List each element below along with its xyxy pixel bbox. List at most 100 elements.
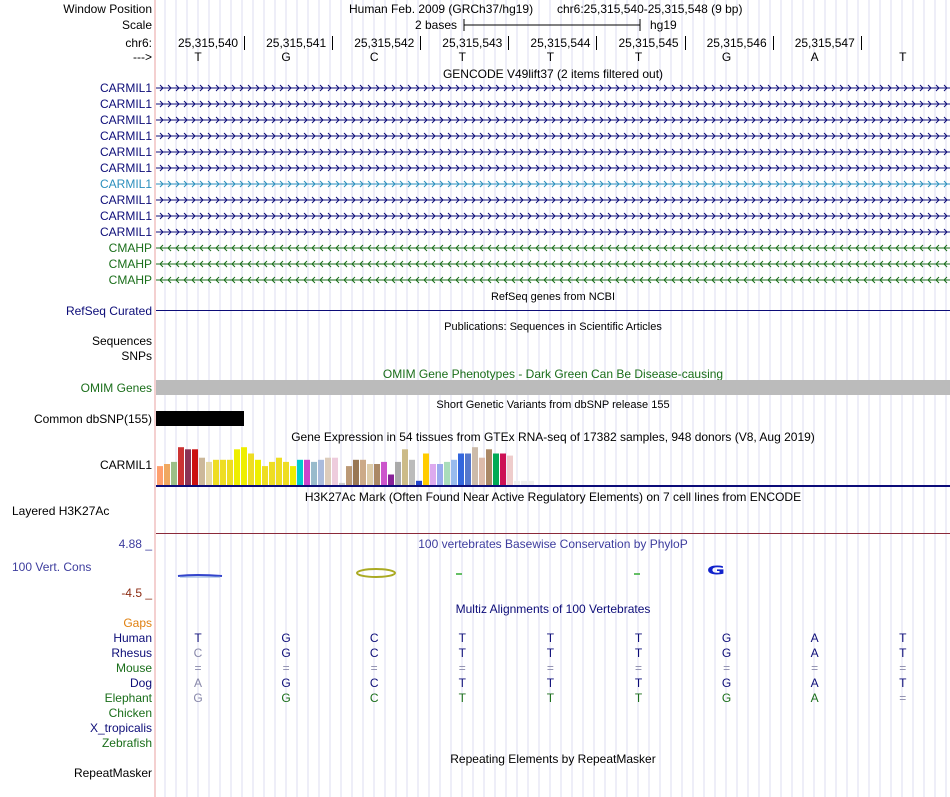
gtex-tissue-bar[interactable]: [367, 464, 373, 485]
gtex-tissue-bar[interactable]: [213, 459, 219, 485]
gtex-tissue-bar[interactable]: [241, 447, 247, 485]
gtex-tissue-bar[interactable]: [339, 482, 345, 485]
gtex-tissue-bar[interactable]: [423, 453, 429, 486]
gene-track-line[interactable]: [156, 275, 950, 285]
gtex-tissue-bar[interactable]: [388, 474, 394, 486]
species-label[interactable]: Chicken: [108, 706, 152, 720]
gtex-label[interactable]: CARMIL1: [99, 458, 152, 472]
gtex-tissue-bar[interactable]: [458, 453, 464, 486]
gencode-gene-label[interactable]: CARMIL1: [99, 177, 152, 191]
species-label[interactable]: X_tropicalis: [89, 721, 152, 735]
gtex-tissue-bar[interactable]: [304, 459, 310, 485]
gtex-tissue-bar[interactable]: [178, 447, 184, 485]
gtex-expression-chart[interactable]: [156, 443, 556, 485]
gene-track-line[interactable]: [156, 179, 950, 189]
species-label[interactable]: Human: [113, 631, 152, 645]
gtex-tissue-bar[interactable]: [493, 453, 499, 486]
gtex-tissue-bar[interactable]: [451, 459, 457, 485]
gtex-tissue-bar[interactable]: [206, 461, 212, 485]
gtex-tissue-bar[interactable]: [500, 453, 506, 486]
gtex-tissue-bar[interactable]: [227, 459, 233, 485]
species-label[interactable]: Rhesus: [111, 646, 152, 660]
gtex-tissue-bar[interactable]: [528, 480, 534, 485]
species-label[interactable]: Zebrafish: [101, 736, 152, 750]
gene-track-line[interactable]: [156, 99, 950, 109]
gtex-tissue-bar[interactable]: [381, 461, 387, 485]
gtex-tissue-bar[interactable]: [248, 453, 254, 486]
gencode-gene-label[interactable]: CMAHP: [108, 257, 152, 271]
gtex-tissue-bar[interactable]: [171, 461, 177, 485]
gtex-tissue-bar[interactable]: [486, 449, 492, 485]
gtex-tissue-bar[interactable]: [283, 461, 289, 485]
species-label[interactable]: Mouse: [115, 661, 152, 675]
gene-track-line[interactable]: [156, 83, 950, 93]
gtex-tissue-bar[interactable]: [332, 457, 338, 485]
gtex-tissue-bar[interactable]: [234, 449, 240, 485]
gtex-tissue-bar[interactable]: [374, 464, 380, 485]
conservation-label[interactable]: 100 Vert. Cons: [12, 560, 92, 574]
gtex-tissue-bar[interactable]: [437, 464, 443, 485]
refseq-label[interactable]: RefSeq Curated: [65, 304, 152, 318]
gencode-gene-label[interactable]: CARMIL1: [99, 113, 152, 127]
gtex-tissue-bar[interactable]: [290, 466, 296, 485]
gtex-tissue-bar[interactable]: [262, 466, 268, 485]
gencode-gene-label[interactable]: CARMIL1: [99, 225, 152, 239]
gtex-tissue-bar[interactable]: [199, 457, 205, 485]
gene-track-line[interactable]: [156, 115, 950, 125]
gencode-gene-label[interactable]: CARMIL1: [99, 145, 152, 159]
gtex-tissue-bar[interactable]: [318, 459, 324, 485]
gtex-tissue-bar[interactable]: [325, 457, 331, 485]
dbsnp-variant-block[interactable]: [156, 411, 244, 426]
gtex-tissue-bar[interactable]: [360, 459, 366, 485]
gtex-tissue-bar[interactable]: [507, 455, 513, 485]
gencode-gene-label[interactable]: CARMIL1: [99, 161, 152, 175]
omim-bar[interactable]: [156, 380, 950, 395]
gtex-tissue-bar[interactable]: [472, 447, 478, 485]
species-label[interactable]: Elephant: [104, 691, 152, 705]
gene-track-line[interactable]: [156, 195, 950, 205]
gtex-tissue-bar[interactable]: [157, 466, 163, 485]
gtex-tissue-bar[interactable]: [220, 459, 226, 485]
gene-track-line[interactable]: [156, 211, 950, 221]
gencode-gene-label[interactable]: CARMIL1: [99, 129, 152, 143]
gtex-tissue-bar[interactable]: [514, 480, 520, 485]
gencode-gene-label[interactable]: CARMIL1: [99, 209, 152, 223]
publications-sequences-label[interactable]: Sequences: [91, 334, 152, 348]
gene-track-line[interactable]: [156, 147, 950, 157]
gtex-tissue-bar[interactable]: [479, 457, 485, 485]
species-label[interactable]: Dog: [129, 676, 152, 690]
repeatmasker-label[interactable]: RepeatMasker: [73, 766, 152, 780]
gtex-tissue-bar[interactable]: [346, 466, 352, 485]
publications-snps-label[interactable]: SNPs: [121, 349, 152, 363]
gtex-tissue-bar[interactable]: [297, 459, 303, 485]
gtex-tissue-bar[interactable]: [164, 464, 170, 485]
gtex-tissue-bar[interactable]: [192, 449, 198, 485]
gtex-tissue-bar[interactable]: [353, 459, 359, 485]
gtex-tissue-bar[interactable]: [269, 461, 275, 485]
gene-track-line[interactable]: [156, 243, 950, 253]
gtex-tissue-bar[interactable]: [276, 457, 282, 485]
gencode-gene-label[interactable]: CMAHP: [108, 241, 152, 255]
omim-label[interactable]: OMIM Genes: [80, 381, 152, 395]
gencode-gene-label[interactable]: CMAHP: [108, 273, 152, 287]
gtex-tissue-bar[interactable]: [255, 459, 261, 485]
gtex-tissue-bar[interactable]: [402, 449, 408, 485]
gene-track-line[interactable]: [156, 227, 950, 237]
gtex-tissue-bar[interactable]: [465, 453, 471, 486]
gencode-gene-label[interactable]: CARMIL1: [99, 97, 152, 111]
gaps-label[interactable]: Gaps: [123, 616, 152, 630]
gtex-tissue-bar[interactable]: [409, 459, 415, 485]
dbsnp-label[interactable]: Common dbSNP(155): [33, 412, 152, 426]
gtex-tissue-bar[interactable]: [311, 461, 317, 485]
gtex-tissue-bar[interactable]: [395, 461, 401, 485]
gtex-tissue-bar[interactable]: [416, 480, 422, 485]
gencode-gene-label[interactable]: CARMIL1: [99, 193, 152, 207]
gtex-tissue-bar[interactable]: [521, 480, 527, 485]
gene-track-line[interactable]: [156, 163, 950, 173]
gencode-gene-label[interactable]: CARMIL1: [99, 81, 152, 95]
gtex-tissue-bar[interactable]: [185, 449, 191, 485]
h3k27ac-label[interactable]: Layered H3K27Ac: [12, 504, 110, 518]
gtex-tissue-bar[interactable]: [444, 461, 450, 485]
gene-track-line[interactable]: [156, 259, 950, 269]
gtex-tissue-bar[interactable]: [430, 464, 436, 485]
